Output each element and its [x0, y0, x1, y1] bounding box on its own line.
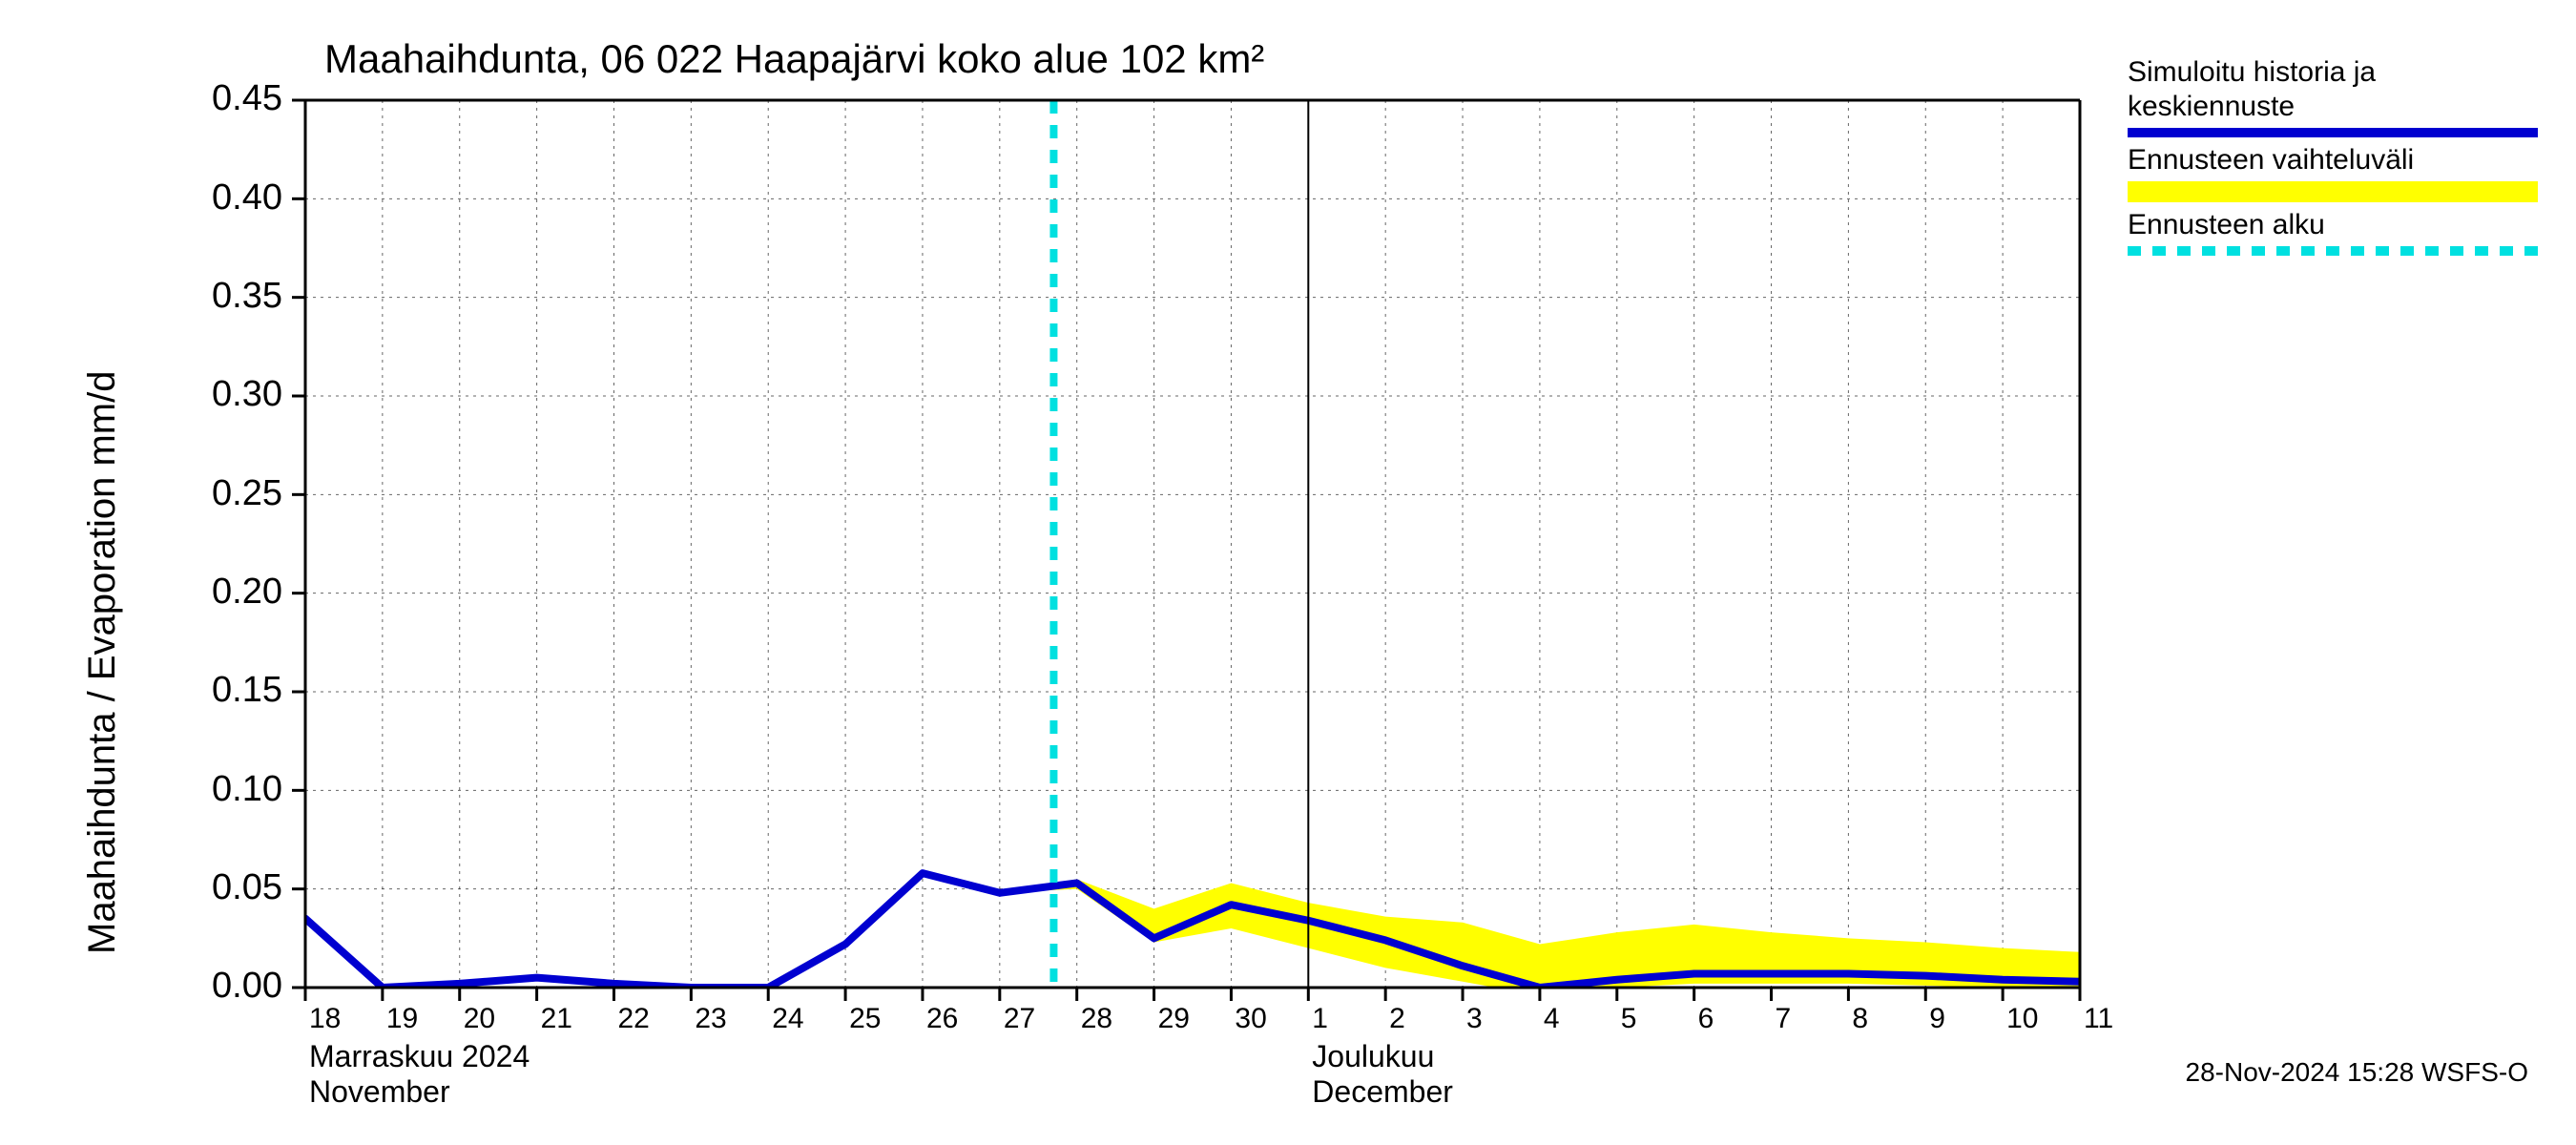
x-tick-label: 23	[695, 1003, 726, 1035]
month-label: Joulukuu December	[1312, 1039, 1453, 1110]
legend-swatch	[2128, 246, 2538, 256]
x-tick-label: 11	[2084, 1003, 2113, 1035]
x-tick-label: 21	[541, 1003, 572, 1035]
x-tick-label: 30	[1235, 1003, 1266, 1035]
legend-entry: Ennusteen vaihteluväli	[2128, 143, 2538, 202]
y-tick-label: 0.20	[212, 572, 282, 613]
x-tick-label: 1	[1312, 1003, 1328, 1035]
legend-entry: Simuloitu historia jakeskiennuste	[2128, 55, 2538, 137]
legend-label: Ennusteen alku	[2128, 208, 2538, 242]
y-tick-label: 0.30	[212, 374, 282, 415]
y-tick-label: 0.35	[212, 276, 282, 317]
x-tick-label: 8	[1852, 1003, 1868, 1035]
y-tick-label: 0.15	[212, 670, 282, 711]
x-tick-label: 28	[1081, 1003, 1112, 1035]
x-tick-label: 27	[1004, 1003, 1035, 1035]
month-label: Marraskuu 2024 November	[309, 1039, 530, 1110]
legend-entry: Ennusteen alku	[2128, 208, 2538, 256]
legend-label: keskiennuste	[2128, 90, 2538, 124]
x-tick-label: 24	[772, 1003, 803, 1035]
x-tick-label: 9	[1929, 1003, 1945, 1035]
y-tick-label: 0.00	[212, 966, 282, 1007]
legend-label: Ennusteen vaihteluväli	[2128, 143, 2538, 177]
x-tick-label: 2	[1389, 1003, 1405, 1035]
x-tick-label: 19	[386, 1003, 418, 1035]
x-tick-label: 25	[849, 1003, 881, 1035]
y-tick-label: 0.10	[212, 769, 282, 810]
x-tick-label: 7	[1776, 1003, 1792, 1035]
y-tick-label: 0.45	[212, 78, 282, 119]
x-tick-label: 5	[1621, 1003, 1637, 1035]
x-tick-label: 26	[926, 1003, 958, 1035]
x-tick-label: 18	[309, 1003, 341, 1035]
y-tick-label: 0.25	[212, 473, 282, 514]
x-tick-label: 29	[1158, 1003, 1190, 1035]
legend-label: Simuloitu historia ja	[2128, 55, 2538, 90]
x-tick-label: 4	[1544, 1003, 1560, 1035]
legend-swatch	[2128, 128, 2538, 137]
x-tick-label: 3	[1466, 1003, 1483, 1035]
y-tick-label: 0.05	[212, 867, 282, 908]
x-tick-label: 20	[464, 1003, 495, 1035]
legend-swatch	[2128, 181, 2538, 202]
x-tick-label: 6	[1698, 1003, 1714, 1035]
legend: Simuloitu historia jakeskiennuste Ennuste…	[2128, 55, 2538, 261]
timestamp: 28-Nov-2024 15:28 WSFS-O	[2186, 1057, 2529, 1088]
x-tick-label: 22	[617, 1003, 649, 1035]
x-tick-label: 10	[2006, 1003, 2038, 1035]
y-tick-label: 0.40	[212, 177, 282, 219]
